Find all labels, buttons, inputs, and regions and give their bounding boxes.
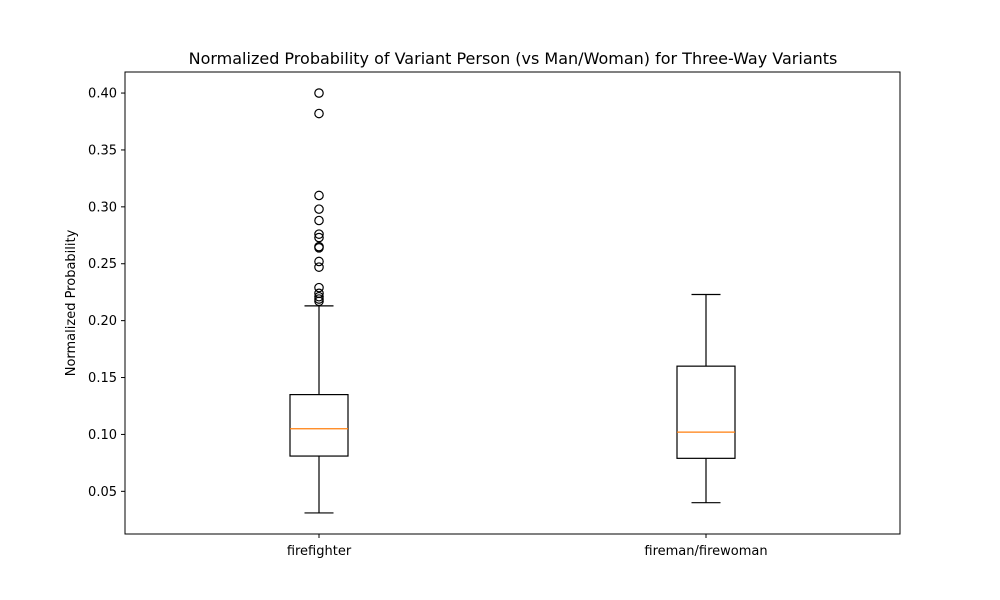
outlier-point bbox=[314, 215, 324, 226]
outlier-point bbox=[314, 88, 324, 98]
y-tick-label: 0.25 bbox=[88, 257, 117, 272]
outlier-point bbox=[314, 204, 324, 214]
outlier-point bbox=[314, 241, 324, 252]
y-tick-label: 0.15 bbox=[88, 371, 117, 386]
plot-area: 0.05 0.10 0.15 0.20 0.25 0.30 0.35 0.40 firefigh… bbox=[88, 87, 768, 559]
outlier-point bbox=[314, 291, 324, 302]
outlier-point bbox=[314, 229, 324, 239]
outlier-point bbox=[314, 190, 324, 201]
y-tick-label: 0.10 bbox=[88, 428, 117, 443]
y-tick-label: 0.35 bbox=[88, 143, 117, 158]
y-axis-label: Normalized Probability bbox=[64, 229, 79, 376]
chart-title: Normalized Probability of Variant Person… bbox=[189, 49, 838, 68]
outlier-point bbox=[314, 282, 324, 293]
plot-frame bbox=[124, 71, 901, 535]
outlier-point bbox=[314, 256, 324, 267]
x-tick-label: firefighter bbox=[287, 544, 352, 559]
y-tick-label: 0.30 bbox=[88, 200, 117, 215]
outlier-point bbox=[314, 232, 324, 243]
y-tick-label: 0.20 bbox=[88, 314, 117, 329]
box bbox=[676, 365, 736, 459]
outlier-point bbox=[314, 108, 324, 119]
outlier-point bbox=[314, 288, 324, 299]
y-tick-label: 0.40 bbox=[88, 87, 117, 102]
y-tick-label: 0.05 bbox=[88, 485, 117, 500]
outlier-point bbox=[314, 262, 324, 272]
x-tick-label: fireman/firewoman bbox=[644, 544, 767, 559]
box bbox=[289, 394, 349, 457]
